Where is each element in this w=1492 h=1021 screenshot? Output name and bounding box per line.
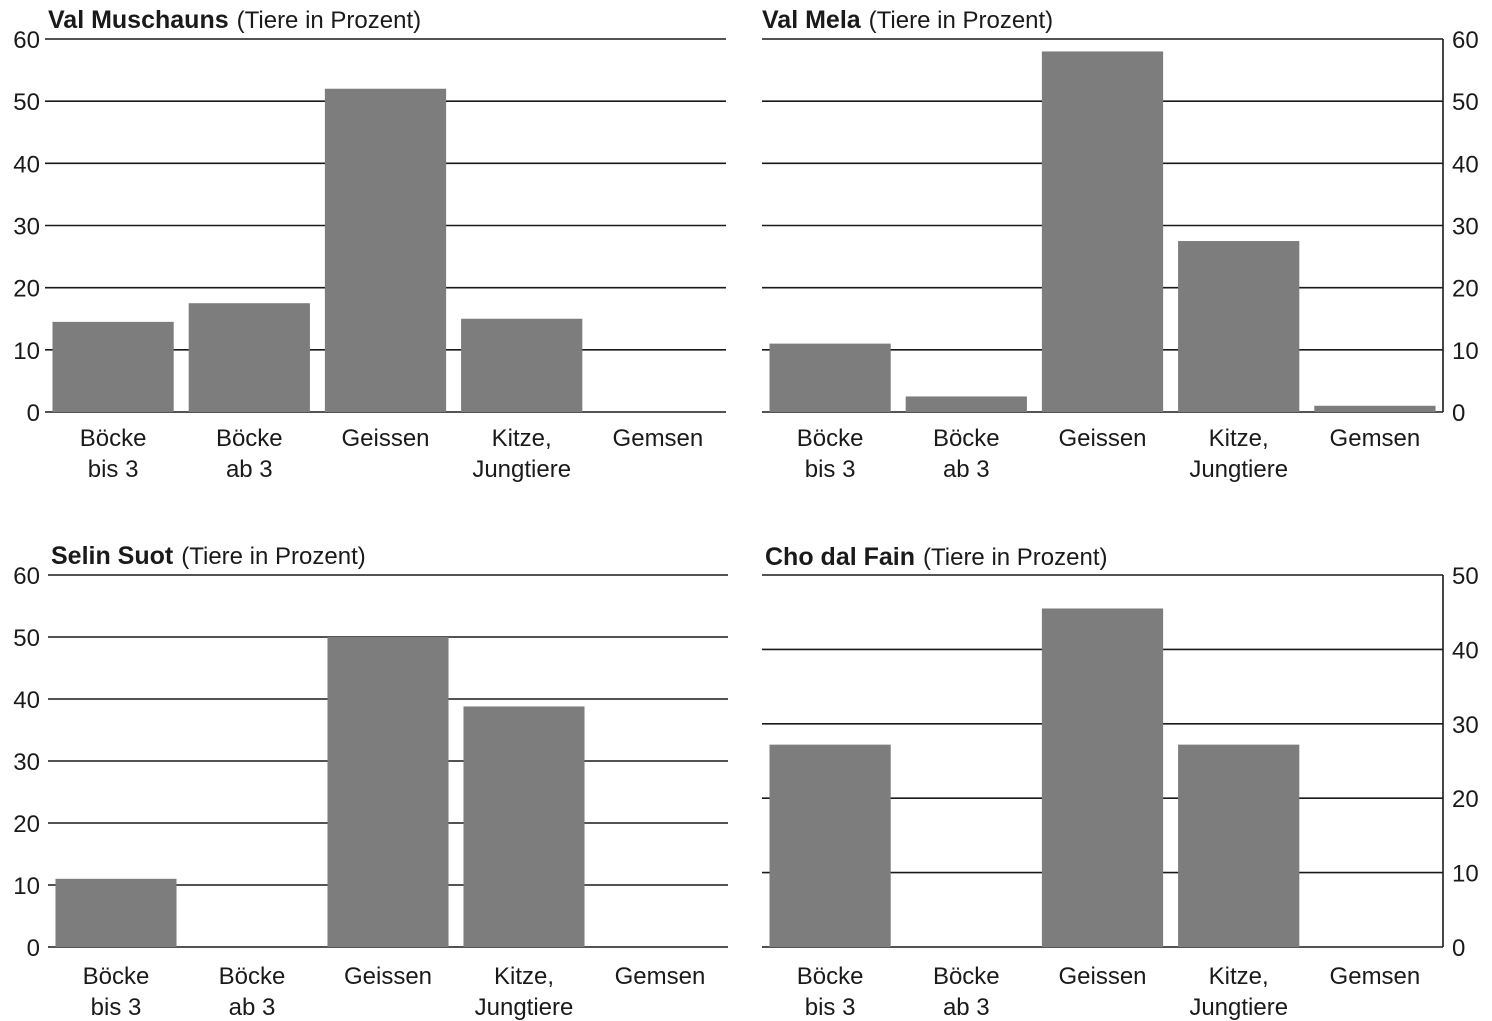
category-label-line2: Jungtiere <box>472 456 571 483</box>
y-tick-label: 60 <box>13 563 40 590</box>
category-label: Böcke <box>797 963 864 990</box>
y-tick-label: 20 <box>13 276 40 303</box>
bar <box>1178 744 1300 947</box>
y-tick-label: 30 <box>1452 214 1479 241</box>
bar <box>905 396 1027 412</box>
chart-0: Val Muschauns (Tiere in Prozent) 0 10 20 30 40… <box>13 6 726 483</box>
category-label: Geissen <box>1058 963 1146 990</box>
chart-3: Cho dal Fain (Tiere in Prozent) 0 10 20 30 40 5… <box>762 543 1479 1021</box>
y-tick-label: 50 <box>13 89 40 116</box>
y-tick-label: 0 <box>1452 935 1465 962</box>
bar <box>461 318 583 412</box>
chart-title-name: Cho dal Fain <box>765 543 915 571</box>
category-label: Böcke <box>216 425 283 452</box>
y-tick-label: 40 <box>13 687 40 714</box>
chart-title: Cho dal Fain (Tiere in Prozent) <box>765 543 1108 571</box>
y-tick-label: 40 <box>13 151 40 178</box>
chart-title-name: Val Mela <box>762 6 862 34</box>
y-tick-label: 0 <box>27 400 40 427</box>
category-label: Böcke <box>797 425 864 452</box>
y-tick-label: 30 <box>1452 712 1479 739</box>
bar <box>463 706 585 947</box>
category-label: Kitze, <box>492 425 552 452</box>
category-label-line2: Jungtiere <box>1189 994 1288 1021</box>
chart-title: Val Mela (Tiere in Prozent) <box>762 6 1053 34</box>
category-label: Kitze, <box>494 963 554 990</box>
bar <box>55 878 177 947</box>
chart-2: Selin Suot (Tiere in Prozent) 0 10 20 30 40 50 6… <box>13 542 728 1021</box>
chart-title-name: Val Muschauns <box>48 6 229 34</box>
category-label-line2: ab 3 <box>943 994 990 1021</box>
chart-title: Val Muschauns (Tiere in Prozent) <box>48 6 421 34</box>
chart-title: Selin Suot (Tiere in Prozent) <box>51 542 366 570</box>
y-tick-label: 40 <box>1452 151 1479 178</box>
category-label: Böcke <box>80 425 147 452</box>
bar <box>327 637 449 947</box>
category-label-line2: ab 3 <box>943 456 990 483</box>
category-label-line2: ab 3 <box>229 994 276 1021</box>
category-label: Gemsen <box>1330 963 1421 990</box>
chart-subtitle: (Tiere in Prozent) <box>181 543 366 570</box>
category-label: Böcke <box>933 963 1000 990</box>
category-label-line2: Jungtiere <box>1189 456 1288 483</box>
y-tick-label: 20 <box>1452 276 1479 303</box>
y-tick-label: 20 <box>13 811 40 838</box>
bar <box>769 744 891 947</box>
category-label-line2: ab 3 <box>226 456 273 483</box>
chart-subtitle: (Tiere in Prozent) <box>869 7 1054 34</box>
category-label: Gemsen <box>1330 425 1421 452</box>
category-label-line2: bis 3 <box>805 994 856 1021</box>
category-label: Kitze, <box>1209 425 1269 452</box>
y-tick-label: 10 <box>13 873 40 900</box>
category-label: Geissen <box>344 963 432 990</box>
chart-1: Val Mela (Tiere in Prozent) 0 10 20 30 40 50 60 B… <box>762 6 1479 483</box>
bar <box>1041 608 1164 947</box>
y-tick-label: 10 <box>13 338 40 365</box>
category-label-line2: Jungtiere <box>475 994 574 1021</box>
y-tick-label: 0 <box>27 935 40 962</box>
y-tick-label: 60 <box>13 27 40 54</box>
category-label: Böcke <box>83 963 150 990</box>
chart-subtitle: (Tiere in Prozent) <box>237 7 422 34</box>
category-label: Gemsen <box>613 425 704 452</box>
category-label: Geissen <box>341 425 429 452</box>
y-tick-label: 30 <box>13 749 40 776</box>
y-tick-label: 10 <box>1452 338 1479 365</box>
y-tick-label: 60 <box>1452 27 1479 54</box>
category-label-line2: bis 3 <box>88 456 139 483</box>
category-label: Böcke <box>219 963 286 990</box>
bar <box>324 88 447 412</box>
bar <box>188 303 310 412</box>
bar <box>52 321 174 412</box>
y-tick-label: 20 <box>1452 786 1479 813</box>
category-label: Gemsen <box>615 963 706 990</box>
y-tick-label: 50 <box>13 625 40 652</box>
bar <box>1314 405 1436 412</box>
chart-title-name: Selin Suot <box>51 542 174 570</box>
category-label-line2: bis 3 <box>91 994 142 1021</box>
category-label-line2: bis 3 <box>805 456 856 483</box>
y-tick-label: 40 <box>1452 637 1479 664</box>
y-tick-label: 50 <box>1452 89 1479 116</box>
y-tick-label: 10 <box>1452 861 1479 888</box>
category-label: Kitze, <box>1209 963 1269 990</box>
chart-subtitle: (Tiere in Prozent) <box>923 544 1108 571</box>
bar <box>769 343 891 412</box>
category-label: Geissen <box>1058 425 1146 452</box>
y-tick-label: 50 <box>1452 563 1479 590</box>
bar <box>1178 241 1300 412</box>
bar <box>1041 51 1164 412</box>
y-tick-label: 30 <box>13 214 40 241</box>
y-tick-label: 0 <box>1452 400 1465 427</box>
category-label: Böcke <box>933 425 1000 452</box>
